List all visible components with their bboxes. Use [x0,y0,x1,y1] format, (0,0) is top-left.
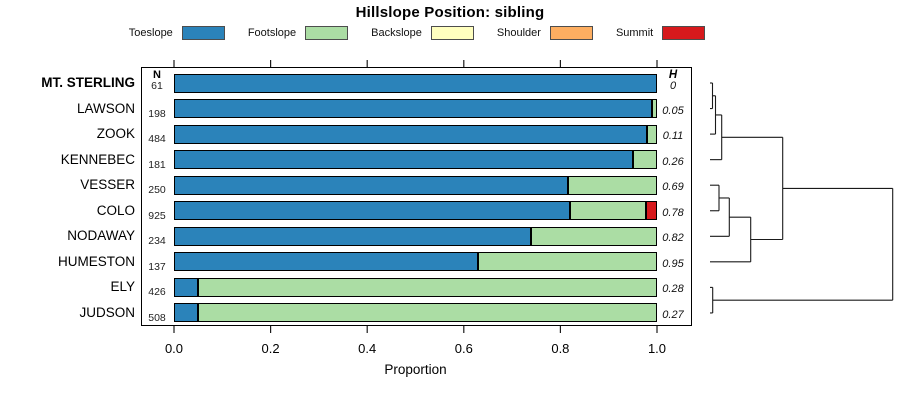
stacked-bar-lawson [174,99,657,119]
bar-segment-footslope [652,99,657,119]
n-value: 484 [148,133,166,146]
bar-segment-footslope [567,175,657,195]
stacked-bar-kennebec [174,150,657,170]
h-value: 0.11 [662,130,684,143]
row-label-nodaway: NODAWAY [67,228,135,244]
bar-segment-toeslope [174,150,633,170]
x-tick-label-0-2: 0.2 [261,341,280,356]
bar-segment-footslope [478,252,657,272]
row-label-kennebec: KENNEBEC [60,151,135,167]
row-label-lawson: LAWSON [76,100,135,116]
bar-segment-toeslope [174,73,657,93]
legend-swatch-summit [662,26,706,40]
n-value: 234 [148,235,166,248]
h-value: 0.78 [662,206,684,219]
legend-swatch-toeslope [181,26,225,40]
bar-segment-toeslope [174,226,532,246]
stacked-bar-nodaway [174,226,657,246]
h-value: 0.28 [662,283,684,296]
x-axis-title: Proportion [384,362,447,377]
x-tick-label-0-4: 0.4 [358,341,377,356]
row-label-zook: ZOOK [96,126,135,142]
n-column-header: N [153,68,161,81]
n-value: 198 [148,107,166,120]
legend-label-toeslope: Toeslope [128,27,173,39]
row-label-colo: COLO [96,202,135,218]
legend-swatch-shoulder [549,26,593,40]
bar-segment-footslope [632,150,657,170]
h-column-header: H [668,68,678,81]
bar-segment-toeslope [174,277,199,297]
stacked-bar-zook [174,124,657,144]
x-tick-label-0-6: 0.6 [454,341,473,356]
legend: Toeslope Footslope Backslope Shoulder Summit [0,26,834,40]
legend-item-shoulder: Shoulder [497,26,593,40]
legend-item-summit: Summit [615,26,706,40]
row-label-ely: ELY [110,279,135,295]
x-tick-label-0-0: 0.0 [164,341,184,356]
legend-label-backslope: Backslope [371,27,422,39]
bar-segment-toeslope [174,99,653,119]
h-value: 0 [669,79,677,92]
bar-segment-summit [646,201,657,221]
legend-item-backslope: Backslope [371,26,474,40]
h-value: 0.82 [662,232,684,245]
legend-item-footslope: Footslope [247,26,349,40]
n-value: 250 [148,184,166,197]
bar-segment-toeslope [174,175,568,195]
stacked-bar-judson [174,303,657,323]
stacked-bar-mt-sterling [174,73,657,93]
bar-segment-footslope [647,124,657,144]
x-tick-label-0-8: 0.8 [551,341,570,356]
row-label-mt-sterling: MT. STERLING [41,75,135,90]
legend-label-shoulder: Shoulder [496,27,541,39]
bar-segment-footslope [570,201,647,221]
row-label-humeston: HUMESTON [57,253,135,269]
h-value: 0.05 [662,104,684,117]
n-value: 925 [148,209,166,222]
stacked-bar-humeston [174,252,657,272]
n-value: 181 [148,158,166,171]
x-tick-label-1-0: 1.0 [647,341,667,356]
row-label-vesser: VESSER [80,177,135,193]
legend-swatch-backslope [430,26,474,40]
n-value: 61 [151,79,163,92]
bar-segment-toeslope [174,252,479,272]
n-value: 137 [148,260,166,273]
h-value: 0.26 [662,155,684,168]
bar-segment-footslope [198,277,657,297]
bar-segment-toeslope [174,201,571,221]
legend-item-toeslope: Toeslope [129,26,225,40]
h-value: 0.69 [662,181,684,194]
row-label-judson: JUDSON [79,304,135,320]
stacked-bar-ely [174,277,657,297]
bar-segment-toeslope [174,303,199,323]
legend-label-footslope: Footslope [247,27,297,39]
stacked-bar-colo [174,201,657,221]
chart-title: Hillslope Position: sibling [355,4,545,21]
legend-swatch-footslope [305,26,349,40]
n-value: 426 [148,286,166,299]
bar-segment-footslope [198,303,657,323]
n-value: 508 [148,311,166,324]
h-value: 0.27 [662,308,684,321]
stacked-bar-vesser [174,175,657,195]
legend-label-summit: Summit [615,27,654,39]
h-value: 0.95 [662,257,684,270]
bar-segment-toeslope [174,124,648,144]
bar-segment-footslope [531,226,657,246]
